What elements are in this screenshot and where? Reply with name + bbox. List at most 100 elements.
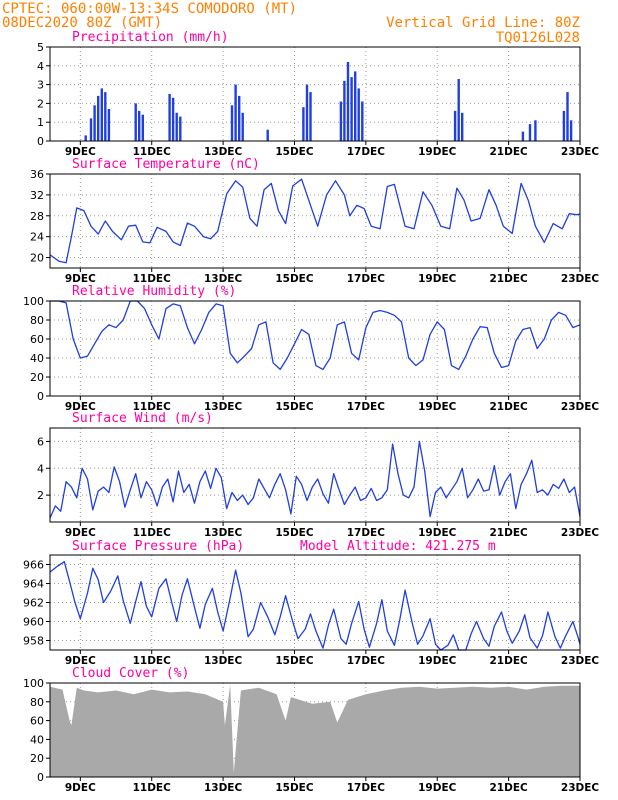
pressure-ytick-label: 960 [23,616,44,629]
temp-ytick-label: 32 [30,189,44,202]
rh-xtick-label: 9DEC [65,401,96,413]
precip-bar [84,135,87,141]
precip-xtick-label: 15DEC [275,146,314,158]
precip-bar [93,105,96,141]
precip-ytick-label: 3 [37,79,44,92]
panel-pressure: Surface Pressure (hPa) Model Altitude: 42… [23,539,599,667]
precip-bar [453,110,457,141]
precip-bar [343,80,346,141]
temp-title: Surface Temperature (nC) [72,157,260,172]
rh-ytick-label: 100 [23,295,44,308]
pressure-ytick-label: 958 [23,635,44,648]
precip-ytick-label: 0 [37,135,44,148]
panel-rh: Relative Humidity (%) 0 20 40 60 80 100 9DEC 11D… [23,284,599,413]
temp-xtick-label: 9DEC [65,273,96,285]
precip-ytick-label: 4 [37,60,44,73]
precip-bar [305,84,309,141]
temp-ytick-label: 36 [30,168,44,181]
rh-frame [49,300,581,397]
temp-line [49,178,581,264]
temp-xtick-label: 13DEC [204,273,243,285]
pressure-ytick-label: 962 [23,597,44,610]
pressure-line [49,561,581,651]
precip-xtick-label: 11DEC [133,146,172,158]
precip-xtick-label: 13DEC [204,146,243,158]
precip-bar [179,116,182,141]
pressure-xtick-label: 9DEC [65,655,96,667]
cloud-xtick-label: 11DEC [133,782,172,794]
pressure-xtick-label: 23DEC [561,655,600,667]
cloud-xtick-label: 13DEC [204,782,243,794]
temp-frame [49,173,581,269]
precip-bar [461,112,464,141]
wind-ytick-label: 2 [37,489,44,502]
rh-ytick-label: 80 [30,314,44,327]
rh-xtick-label: 15DEC [275,401,314,413]
header-grid-line: Vertical Grid Line: 80Z [386,15,580,31]
wind-ytick-label: 4 [37,462,44,475]
cloud-ytick-label: 80 [30,696,44,709]
pressure-xtick-label: 15DEC [275,655,314,667]
precip-bar [350,77,353,141]
wind-line [49,440,581,519]
panel-wind: Surface Wind (m/s) 2 4 6 9DEC 11DEC 13DEC 15DEC… [37,411,599,539]
precip-bar [141,114,144,141]
cloud-xtick-label: 15DEC [275,782,314,794]
wind-xtick-label: 17DEC [347,527,386,539]
precip-bar [302,107,305,141]
wind-xtick-label: 11DEC [133,527,172,539]
cloud-title: Cloud Cover (%) [72,666,189,681]
cloud-xtick-label: 21DEC [490,782,529,794]
temp-xtick-label: 19DEC [418,273,457,285]
cloud-xtick-label: 23DEC [561,782,600,794]
rh-xtick-label: 17DEC [347,401,386,413]
pressure-xtick-label: 17DEC [347,655,386,667]
precip-xtick-label: 19DEC [418,146,457,158]
wind-frame [49,427,581,523]
cloud-ytick-label: 0 [37,771,44,784]
precip-bar [309,92,312,141]
precip-bar [562,110,566,141]
precip-bar [339,101,343,141]
precip-bar [234,84,237,141]
cloud-xtick-label: 19DEC [418,782,457,794]
precip-bar [521,131,525,141]
rh-title: Relative Humidity (%) [72,284,236,299]
wind-xtick-label: 13DEC [204,527,243,539]
precip-bar [534,120,537,141]
pressure-xtick-label: 21DEC [490,655,529,667]
wind-xtick-label: 19DEC [418,527,457,539]
precip-bar [138,110,141,141]
precip-ytick-label: 1 [37,116,44,129]
rh-xtick-label: 13DEC [204,401,243,413]
precip-xtick-label: 21DEC [490,146,529,158]
precip-bar [266,129,269,141]
wind-xtick-label: 9DEC [65,527,96,539]
cloud-xtick-label: 17DEC [347,782,386,794]
temp-xtick-label: 21DEC [490,273,529,285]
precip-xtick-label: 23DEC [561,146,600,158]
pressure-xtick-label: 19DEC [418,655,457,667]
precip-bar [457,79,460,141]
precip-xtick-label: 9DEC [65,146,96,158]
panels: Precipitation (mm/h) 0 1 2 3 4 5 9DEC 11DEC 13DEC… [23,30,599,794]
precip-bar [89,118,93,141]
temp-xtick-label: 17DEC [347,273,386,285]
precip-bar [361,101,364,141]
precip-ytick-label: 5 [37,41,44,54]
rh-ytick-label: 20 [30,371,44,384]
rh-line [50,300,581,371]
precip-bar [241,112,244,141]
precip-bar [346,62,350,141]
temp-xtick-label: 15DEC [275,273,314,285]
pressure-ytick-label: 964 [23,578,44,591]
precip-bar [566,92,569,141]
header-location: CPTEC: 060:00W-13:34S COMODORO (MT) [2,1,297,17]
header-model-id: TQ0126L028 [496,30,580,46]
cloud-ytick-label: 100 [23,677,44,690]
wind-ytick-label: 6 [37,435,44,448]
rh-xtick-label: 23DEC [561,401,600,413]
precip-bar [97,95,100,141]
cloud-frame [49,682,581,778]
temp-xtick-label: 11DEC [133,273,172,285]
